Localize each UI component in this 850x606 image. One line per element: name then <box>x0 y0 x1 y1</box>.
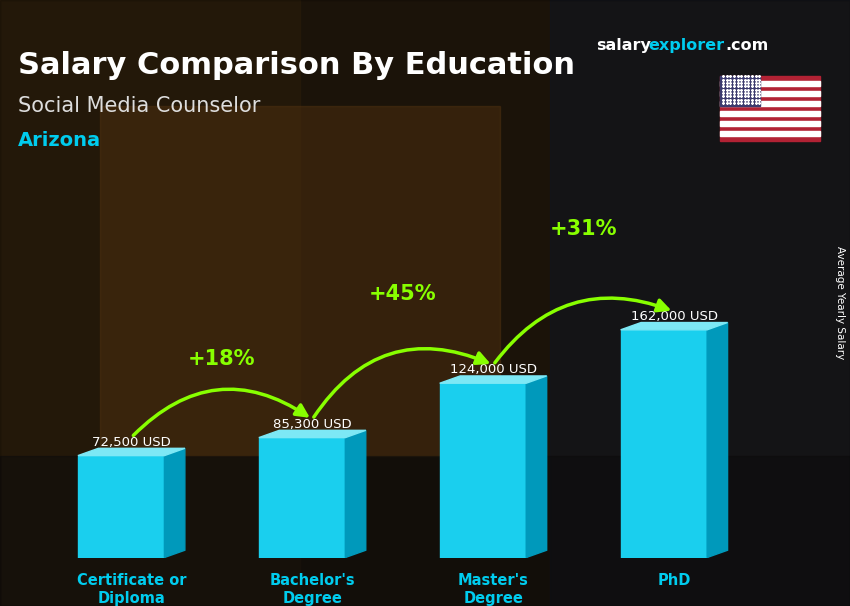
Bar <box>100 106 500 456</box>
Text: +18%: +18% <box>188 349 256 369</box>
Text: Certificate or
Diploma: Certificate or Diploma <box>76 573 186 606</box>
Bar <box>720 76 760 106</box>
Polygon shape <box>620 322 728 330</box>
Text: 162,000 USD: 162,000 USD <box>631 310 717 323</box>
Text: +45%: +45% <box>369 284 437 304</box>
Text: Average Yearly Salary: Average Yearly Salary <box>835 247 845 359</box>
Bar <box>258 438 345 558</box>
Text: .com: .com <box>725 38 768 53</box>
Bar <box>550 0 850 606</box>
Text: explorer: explorer <box>648 38 724 53</box>
Polygon shape <box>164 448 184 558</box>
Bar <box>620 330 707 558</box>
Text: Social Media Counselor: Social Media Counselor <box>18 96 260 116</box>
Bar <box>720 101 820 106</box>
Bar <box>720 111 820 116</box>
Text: +31%: +31% <box>550 219 617 239</box>
Polygon shape <box>258 430 366 438</box>
Bar <box>0 456 850 606</box>
Bar <box>720 81 820 86</box>
Text: Salary Comparison By Education: Salary Comparison By Education <box>18 51 575 80</box>
Text: 124,000 USD: 124,000 USD <box>450 364 536 376</box>
Bar <box>720 131 820 136</box>
Bar <box>720 121 820 126</box>
Polygon shape <box>439 376 547 383</box>
Bar <box>720 91 820 96</box>
Polygon shape <box>526 376 547 558</box>
Polygon shape <box>707 322 728 558</box>
Text: PhD: PhD <box>657 573 691 588</box>
Text: Master's
Degree: Master's Degree <box>458 573 529 606</box>
Text: Arizona: Arizona <box>18 131 101 150</box>
Text: 85,300 USD: 85,300 USD <box>273 418 352 431</box>
Polygon shape <box>78 448 184 456</box>
Bar <box>720 76 820 141</box>
Text: Bachelor's
Degree: Bachelor's Degree <box>269 573 355 606</box>
Text: salary: salary <box>596 38 651 53</box>
Bar <box>0 0 300 606</box>
Text: 72,500 USD: 72,500 USD <box>92 436 171 449</box>
Polygon shape <box>345 430 366 558</box>
Bar <box>439 383 526 558</box>
Bar <box>78 456 164 558</box>
